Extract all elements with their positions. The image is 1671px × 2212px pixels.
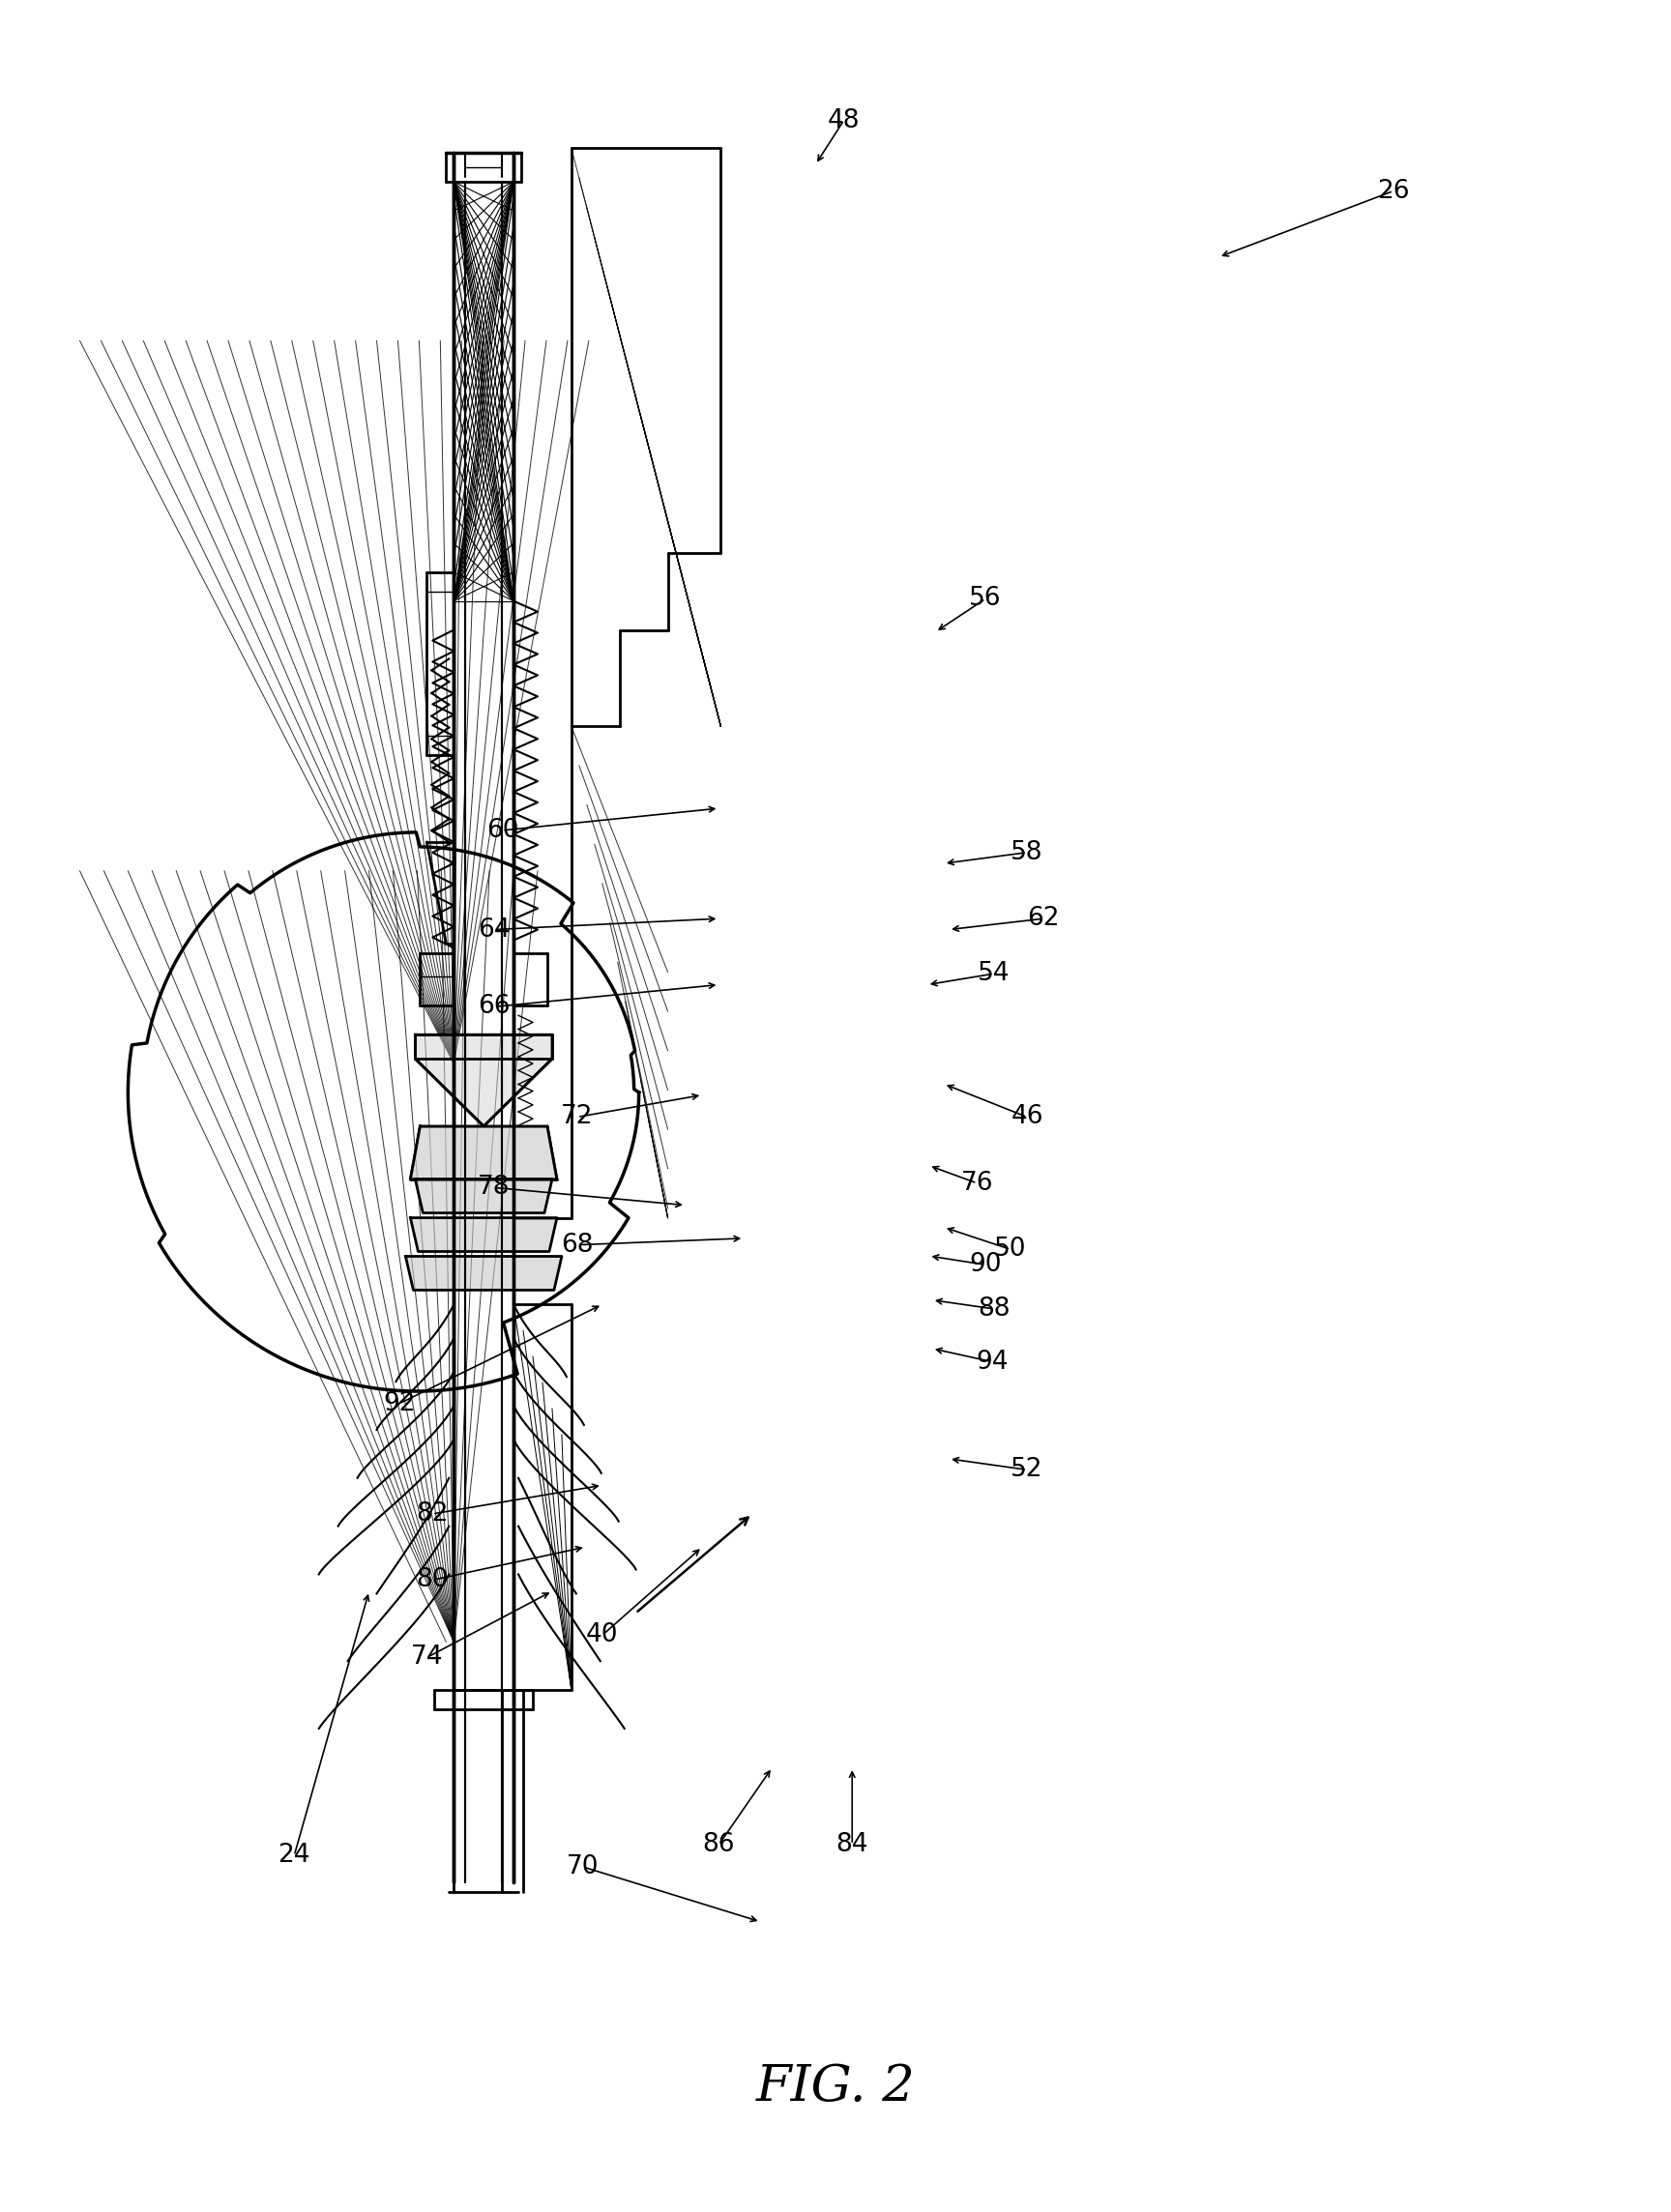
Text: 92: 92	[383, 1391, 416, 1416]
Text: 48: 48	[827, 108, 861, 133]
Text: 52: 52	[1011, 1458, 1043, 1482]
Polygon shape	[414, 1035, 551, 1126]
Text: 40: 40	[587, 1624, 618, 1648]
Text: 90: 90	[969, 1252, 1001, 1276]
Text: 84: 84	[836, 1832, 869, 1858]
Polygon shape	[406, 1256, 561, 1290]
Text: 26: 26	[1377, 179, 1410, 204]
Text: 94: 94	[976, 1349, 1008, 1374]
Text: 70: 70	[566, 1854, 598, 1880]
Text: 74: 74	[411, 1646, 443, 1670]
Polygon shape	[129, 832, 638, 1391]
Text: 68: 68	[561, 1232, 593, 1256]
Text: 60: 60	[486, 818, 518, 843]
Text: 66: 66	[478, 993, 510, 1020]
Text: 62: 62	[1028, 907, 1059, 931]
Text: 82: 82	[416, 1502, 448, 1526]
Text: 64: 64	[478, 918, 510, 942]
Text: 76: 76	[961, 1170, 993, 1197]
Text: 58: 58	[1011, 841, 1043, 865]
Polygon shape	[414, 1179, 551, 1212]
Text: 80: 80	[416, 1568, 448, 1593]
Polygon shape	[411, 1126, 556, 1179]
Text: 46: 46	[1011, 1104, 1043, 1130]
Text: 72: 72	[561, 1104, 593, 1130]
Text: 50: 50	[994, 1237, 1026, 1261]
Text: 86: 86	[703, 1832, 735, 1858]
Text: FIG. 2: FIG. 2	[755, 2062, 916, 2112]
Text: 88: 88	[978, 1296, 1009, 1321]
Text: 56: 56	[969, 586, 1001, 611]
Text: 78: 78	[478, 1175, 510, 1201]
Text: 54: 54	[978, 962, 1009, 987]
Polygon shape	[411, 1219, 556, 1252]
Text: 24: 24	[277, 1843, 311, 1869]
